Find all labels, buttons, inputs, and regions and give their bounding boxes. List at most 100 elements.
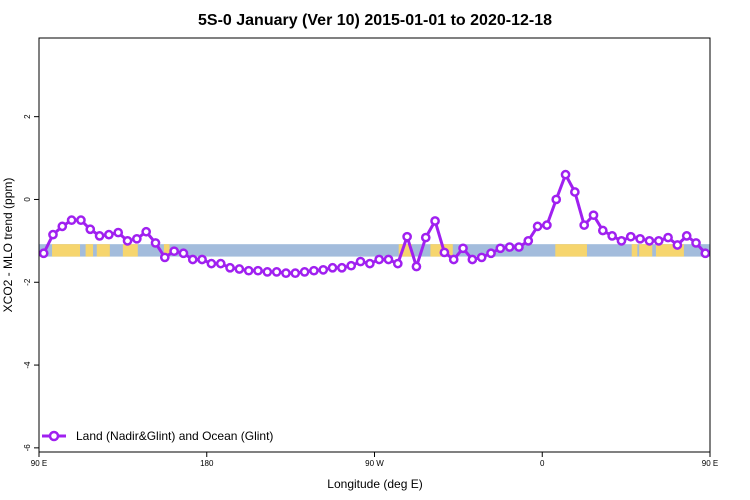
data-point bbox=[96, 232, 103, 239]
x-tick-label: 0 bbox=[540, 459, 545, 468]
data-point bbox=[413, 263, 420, 270]
data-point bbox=[143, 228, 150, 235]
x-tick-label: 180 bbox=[200, 459, 214, 468]
legend-marker bbox=[50, 432, 58, 440]
y-tick-label: 0 bbox=[23, 197, 32, 202]
y-tick-label: -4 bbox=[23, 361, 32, 369]
data-point bbox=[292, 270, 299, 277]
data-point bbox=[404, 233, 411, 240]
data-point bbox=[637, 235, 644, 242]
data-point bbox=[273, 268, 280, 275]
data-point bbox=[366, 260, 373, 267]
data-point bbox=[646, 237, 653, 244]
data-point bbox=[385, 256, 392, 263]
data-point bbox=[77, 217, 84, 224]
data-point bbox=[208, 260, 215, 267]
data-point bbox=[152, 239, 159, 246]
data-point bbox=[422, 234, 429, 241]
land-segment bbox=[52, 244, 80, 256]
data-point bbox=[217, 260, 224, 267]
data-point bbox=[198, 256, 205, 263]
data-point bbox=[301, 268, 308, 275]
data-point bbox=[497, 245, 504, 252]
y-axis-label: XCO2 - MLO trend (ppm) bbox=[1, 178, 15, 313]
data-point bbox=[609, 232, 616, 239]
data-point bbox=[329, 264, 336, 271]
land-segment bbox=[632, 244, 638, 256]
legend-label: Land (Nadir&Glint) and Ocean (Glint) bbox=[76, 429, 273, 443]
x-tick-label: 90 W bbox=[365, 459, 384, 468]
data-point bbox=[543, 222, 550, 229]
data-point bbox=[534, 223, 541, 230]
y-tick-label: -6 bbox=[23, 444, 32, 452]
data-point bbox=[450, 256, 457, 263]
land-segment bbox=[97, 244, 110, 256]
y-axis: -6 -4 -2 0 2 bbox=[23, 114, 39, 452]
data-point bbox=[40, 250, 47, 257]
y-tick-label: -2 bbox=[23, 278, 32, 286]
x-tick-label: 90 E bbox=[31, 459, 47, 468]
data-point bbox=[357, 258, 364, 265]
ocean-band bbox=[39, 244, 710, 256]
data-point bbox=[87, 226, 94, 233]
data-point bbox=[618, 237, 625, 244]
data-point bbox=[254, 267, 261, 274]
data-point bbox=[692, 239, 699, 246]
data-point bbox=[431, 217, 438, 224]
data-point bbox=[189, 256, 196, 263]
data-point bbox=[68, 217, 75, 224]
land-segment bbox=[86, 244, 93, 256]
data-point bbox=[124, 237, 131, 244]
data-point bbox=[338, 264, 345, 271]
data-point bbox=[702, 250, 709, 257]
data-point bbox=[264, 268, 271, 275]
x-axis: 90 E 180 90 W 0 90 E bbox=[31, 452, 718, 468]
x-axis-label: Longitude (deg E) bbox=[327, 477, 422, 491]
data-point bbox=[674, 241, 681, 248]
data-point bbox=[226, 264, 233, 271]
data-point bbox=[525, 237, 532, 244]
data-point bbox=[105, 231, 112, 238]
data-point bbox=[180, 250, 187, 257]
y-tick-label: 2 bbox=[23, 114, 32, 119]
data-point bbox=[441, 249, 448, 256]
data-point bbox=[478, 254, 485, 261]
land-ocean-band bbox=[39, 244, 710, 256]
data-point bbox=[348, 262, 355, 269]
data-point bbox=[469, 256, 476, 263]
data-point bbox=[487, 250, 494, 257]
data-point bbox=[627, 233, 634, 240]
data-point bbox=[310, 267, 317, 274]
data-point bbox=[655, 237, 662, 244]
data-point bbox=[664, 234, 671, 241]
data-point bbox=[133, 235, 140, 242]
data-point bbox=[506, 243, 513, 250]
data-point bbox=[115, 229, 122, 236]
data-point bbox=[320, 266, 327, 273]
data-point bbox=[515, 243, 522, 250]
data-point bbox=[581, 222, 588, 229]
data-point bbox=[59, 223, 66, 230]
data-point bbox=[590, 212, 597, 219]
data-point bbox=[376, 256, 383, 263]
data-point bbox=[394, 260, 401, 267]
data-point bbox=[171, 248, 178, 255]
data-point bbox=[571, 188, 578, 195]
land-segment bbox=[555, 244, 587, 256]
data-point bbox=[236, 265, 243, 272]
data-point bbox=[599, 227, 606, 234]
data-point bbox=[282, 270, 289, 277]
data-point bbox=[553, 196, 560, 203]
land-segment bbox=[123, 244, 138, 256]
land-segment bbox=[639, 244, 652, 256]
data-point bbox=[459, 245, 466, 252]
data-point bbox=[161, 254, 168, 261]
data-point bbox=[245, 267, 252, 274]
series-layer bbox=[40, 171, 709, 277]
data-point bbox=[562, 171, 569, 178]
data-point bbox=[683, 232, 690, 239]
data-point bbox=[49, 231, 56, 238]
legend: Land (Nadir&Glint) and Ocean (Glint) bbox=[42, 429, 273, 443]
x-tick-label: 90 E bbox=[702, 459, 718, 468]
